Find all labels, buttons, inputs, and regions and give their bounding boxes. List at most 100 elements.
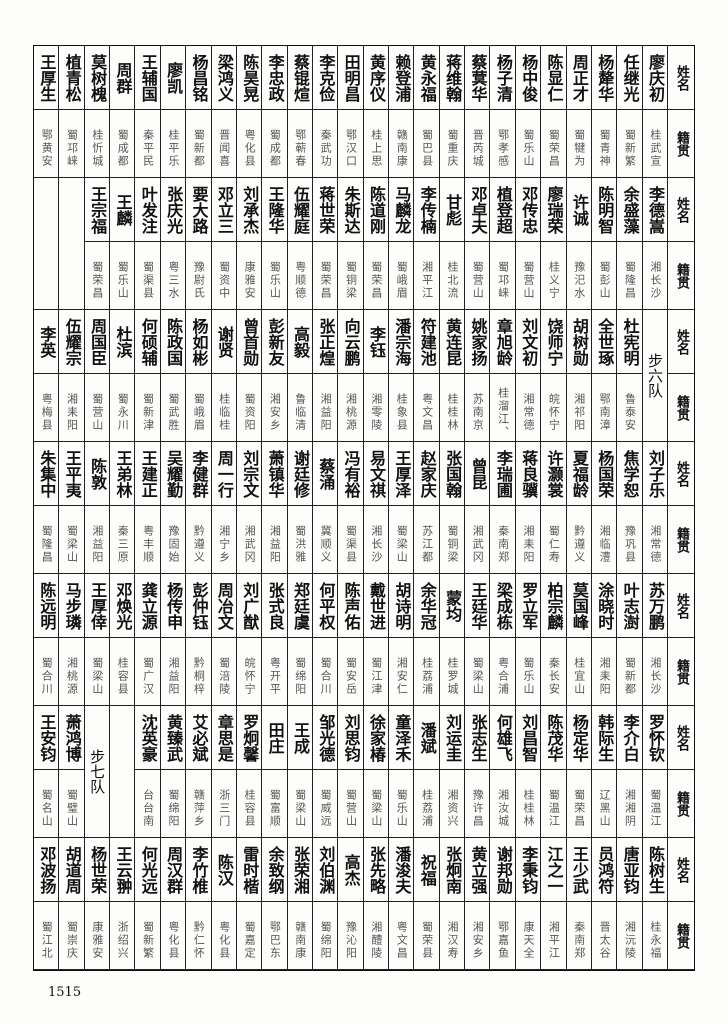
person-name: 蒋维翰 <box>439 46 466 110</box>
native-place: 蜀资阳 <box>236 374 263 442</box>
person-name: 邓焕光 <box>110 574 136 638</box>
person-name: 韩际生 <box>591 706 618 770</box>
native-place: 蜀渠县 <box>338 506 364 574</box>
person-name: 邹光德 <box>312 706 339 770</box>
native-place: 豫尉氏 <box>186 242 212 310</box>
person-name: 冯有裕 <box>338 442 364 506</box>
person-name: 刘文初 <box>515 310 542 374</box>
native-place: 湘临澧 <box>591 506 618 574</box>
person-name: 李介白 <box>617 706 643 770</box>
person-name: 刘承杰 <box>236 178 263 242</box>
native-place: 蜀合川 <box>312 638 339 706</box>
native-place: 晋太谷 <box>591 902 618 970</box>
person-name: 祝福 <box>414 838 440 902</box>
person-name: 周一行 <box>211 442 237 506</box>
native-place: 桂罗城 <box>439 638 466 706</box>
person-name: 全世琢 <box>591 310 618 374</box>
native-place: 蜀绵阳 <box>160 770 187 838</box>
person-name: 沈英豪 <box>135 706 161 770</box>
native-place: 粤合浦 <box>490 638 516 706</box>
native-place: 蜀乐山 <box>515 638 542 706</box>
header-place-label: 籍贯 <box>668 110 694 178</box>
header-name-label: 姓名 <box>668 838 694 902</box>
native-place: 秦南郑 <box>566 902 592 970</box>
native-place: 湘零陵 <box>363 374 390 442</box>
person-name: 罗怀钦 <box>642 706 668 770</box>
person-name: 陈昊晃 <box>236 46 263 110</box>
native-place: 辽黑山 <box>591 770 618 838</box>
native-place: 蜀永川 <box>110 374 136 442</box>
person-name: 陈汉 <box>211 838 237 902</box>
native-place: 蜀成都 <box>262 110 288 178</box>
person-name: 焦学恕 <box>617 442 643 506</box>
native-place: 蜀璧山 <box>59 770 85 838</box>
person-name: 陈树生 <box>642 838 668 902</box>
person-name: 柏宗麟 <box>541 574 567 638</box>
person-name: 朱集中 <box>34 442 60 506</box>
person-name: 蒙均 <box>439 574 466 638</box>
native-place: 蜀铜梁 <box>439 506 466 574</box>
native-place: 蜀资中 <box>211 242 237 310</box>
person-name: 刘广猷 <box>236 574 263 638</box>
person-name: 陈敦 <box>84 442 111 506</box>
person-name: 邓波扬 <box>34 838 60 902</box>
empty-cell <box>34 178 60 310</box>
native-place: 桂忻城 <box>84 110 111 178</box>
native-place: 蜀营山 <box>465 242 491 310</box>
native-place: 桂上思 <box>363 110 390 178</box>
person-name: 徐家椿 <box>363 706 390 770</box>
native-place: 冀顺义 <box>312 506 339 574</box>
person-name: 蔡锟煊 <box>287 46 313 110</box>
native-place: 湘醴陵 <box>363 902 390 970</box>
native-place: 蜀崇庆 <box>59 902 85 970</box>
native-place: 桂桂林 <box>515 770 542 838</box>
native-place: 湘武冈 <box>236 506 263 574</box>
native-place: 蜀温江 <box>541 770 567 838</box>
person-name: 刘宗文 <box>236 442 263 506</box>
person-name: 王安钧 <box>34 706 60 770</box>
native-place: 蜀成都 <box>110 110 136 178</box>
person-name: 王麟 <box>110 178 136 242</box>
native-place: 鄂嘉鱼 <box>490 902 516 970</box>
person-name: 杨中俊 <box>515 46 542 110</box>
native-place: 湘桃源 <box>338 374 364 442</box>
native-place: 晋芮城 <box>465 110 491 178</box>
person-name: 余华冠 <box>414 574 440 638</box>
person-name: 苏万鹏 <box>642 574 668 638</box>
native-place: 桂荔浦 <box>414 770 440 838</box>
person-name: 李健群 <box>186 442 212 506</box>
empty-cell <box>59 178 85 310</box>
person-name: 邓立三 <box>211 178 237 242</box>
person-name: 王成 <box>287 706 313 770</box>
person-name: 章旭龄 <box>490 310 516 374</box>
native-place: 赣南康 <box>287 902 313 970</box>
person-name: 张炯南 <box>439 838 466 902</box>
person-name: 蔡蓂华 <box>465 46 491 110</box>
native-place: 豫许昌 <box>465 770 491 838</box>
native-place: 湘长沙 <box>363 506 390 574</box>
header-place-label: 籍贯 <box>668 374 694 442</box>
native-place: 湘桃源 <box>59 638 85 706</box>
native-place: 桂临桂 <box>211 374 237 442</box>
native-place: 蜀梁山 <box>59 506 85 574</box>
native-place: 台台南 <box>135 770 161 838</box>
person-name: 蒋世荣 <box>312 178 339 242</box>
person-name: 高杰 <box>338 838 364 902</box>
native-place: 蜀彭山 <box>591 242 618 310</box>
native-place: 蜀新都 <box>186 110 212 178</box>
native-place: 黔仁怀 <box>186 902 212 970</box>
person-name: 李忠政 <box>262 46 288 110</box>
native-place: 粤化县 <box>236 110 263 178</box>
native-place: 蜀仁寿 <box>541 506 567 574</box>
native-place: 蜀梁山 <box>389 506 415 574</box>
native-place: 粤三水 <box>160 242 187 310</box>
person-name: 彭仲钰 <box>186 574 212 638</box>
person-name: 刘子乐 <box>642 442 668 506</box>
person-name: 龚立源 <box>135 574 161 638</box>
native-place: 粤化县 <box>160 902 187 970</box>
native-place: 蜀荣县 <box>414 902 440 970</box>
native-place: 蜀新都 <box>617 638 643 706</box>
person-name: 章思是 <box>211 706 237 770</box>
header-place-label: 籍贯 <box>668 902 694 970</box>
native-place: 湘长沙 <box>642 242 668 310</box>
